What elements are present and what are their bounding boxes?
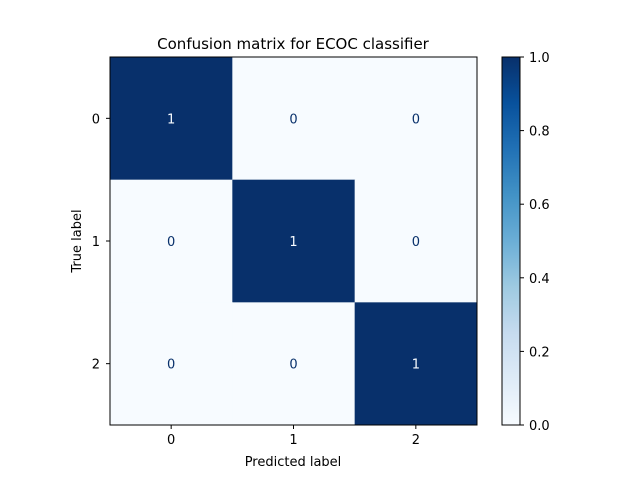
- colorbar-tick-label: 0.0: [529, 419, 550, 434]
- heatmap-cell: [110, 179, 233, 303]
- heatmap-cell: [110, 57, 233, 181]
- x-tick-label: 1: [289, 433, 297, 448]
- colorbar-tick-label: 0.4: [529, 272, 550, 287]
- x-axis-label: Predicted label: [245, 455, 342, 470]
- x-tick-label: 2: [412, 433, 420, 448]
- cell-value-label: 0: [289, 358, 297, 373]
- cell-value-label: 0: [289, 112, 297, 127]
- heatmap-cell: [232, 57, 356, 181]
- colorbar-ticks: 0.0 0.2 0.4 0.6 0.8 1.0: [520, 51, 550, 434]
- heatmap-cell: [110, 302, 233, 426]
- heatmap-cell-labels: 1 0 0 0 1 0 0 0 1: [167, 112, 420, 372]
- cell-value-label: 1: [167, 112, 175, 127]
- x-tick-label: 0: [167, 433, 175, 448]
- cell-value-label: 1: [289, 235, 297, 250]
- cell-value-label: 0: [167, 358, 175, 373]
- heatmap-cell: [354, 179, 478, 303]
- colorbar-tick-label: 0.6: [529, 198, 550, 213]
- cell-value-label: 1: [412, 358, 420, 373]
- cell-value-label: 0: [167, 235, 175, 250]
- heatmap-cell: [232, 302, 356, 426]
- chart-title: Confusion matrix for ECOC classifier: [157, 35, 430, 53]
- colorbar: [501, 56, 521, 426]
- colorbar-tick-label: 0.8: [529, 125, 550, 140]
- colorbar-tick-label: 0.2: [529, 345, 550, 360]
- colorbar-tick-label: 1.0: [529, 51, 550, 66]
- y-tick-label: 2: [92, 358, 100, 373]
- cell-value-label: 0: [412, 112, 420, 127]
- y-tick-label: 0: [92, 112, 100, 127]
- y-axis-label: True label: [70, 209, 85, 273]
- cell-value-label: 0: [412, 235, 420, 250]
- y-axis-ticks: 0 1 2: [92, 112, 110, 373]
- heatmap-cell: [354, 302, 478, 426]
- heatmap-cell: [232, 179, 356, 303]
- y-tick-label: 1: [92, 235, 100, 250]
- heatmap-cell: [354, 57, 478, 181]
- heatmap-cells: [110, 57, 478, 426]
- x-axis-ticks: 0 1 2: [167, 425, 420, 448]
